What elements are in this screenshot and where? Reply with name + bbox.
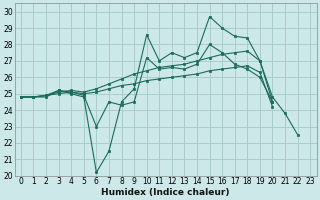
X-axis label: Humidex (Indice chaleur): Humidex (Indice chaleur) (101, 188, 230, 197)
